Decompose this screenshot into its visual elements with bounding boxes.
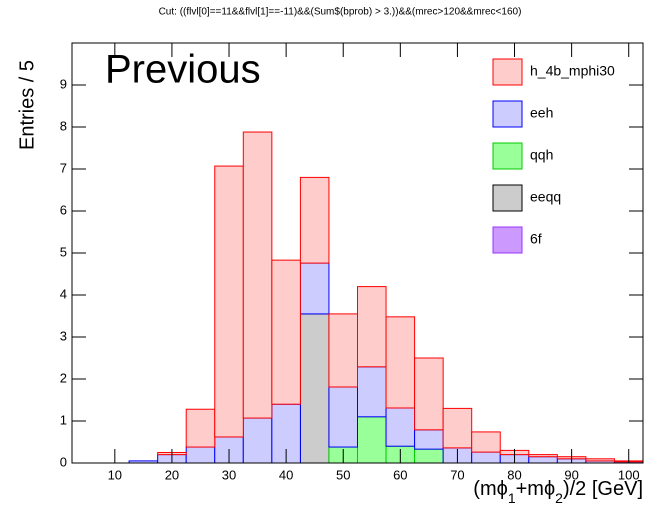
x-tick-label: 60 (393, 467, 407, 482)
x-tick-label: 80 (507, 467, 521, 482)
legend-label: qqh (530, 147, 553, 163)
bar (385, 316, 416, 409)
bar (328, 313, 359, 388)
bar (299, 313, 330, 464)
y-tick-label: 5 (60, 244, 67, 259)
x-tick-label: 40 (279, 467, 293, 482)
bar (299, 176, 330, 264)
x-tick-label: 50 (336, 467, 350, 482)
x-label-part: (mϕ (473, 478, 508, 500)
y-tick-label: 4 (60, 286, 67, 301)
bar (185, 408, 216, 448)
x-axis-label: (mϕ1+mϕ2)/2 [GeV] (473, 478, 643, 505)
bar (328, 386, 359, 448)
legend-swatch (492, 142, 523, 170)
y-tick-label: 0 (60, 454, 67, 469)
bar (442, 407, 473, 449)
x-label-sub: 1 (508, 490, 516, 506)
legend-swatch (492, 226, 523, 254)
annotation: Previous (105, 48, 261, 92)
y-tick-label: 6 (60, 202, 67, 217)
bar (471, 451, 501, 464)
x-tick-label: 70 (450, 467, 464, 482)
legend-swatch (492, 184, 523, 212)
bar (214, 165, 244, 438)
bar (357, 366, 387, 418)
bar (385, 407, 416, 447)
x-tick-label: 20 (165, 467, 179, 482)
y-axis-label: Entries / 5 (16, 60, 38, 150)
x-tick-label: 100 (618, 467, 640, 482)
legend-label: 6f (530, 231, 542, 247)
y-tick-label: 7 (60, 160, 67, 175)
bar (471, 431, 501, 453)
x-label-part: )/2 [GeV] (563, 478, 643, 500)
y-tick-label: 8 (60, 118, 67, 133)
bar (585, 458, 615, 462)
bar (357, 416, 387, 464)
bar (242, 417, 273, 464)
x-label-part: +mϕ (516, 478, 556, 500)
legend-label: eeqq (530, 189, 561, 205)
x-tick-label: 30 (222, 467, 236, 482)
bar (414, 429, 444, 450)
bar (414, 448, 444, 464)
x-label-sub: 2 (555, 490, 563, 506)
bar (414, 357, 444, 431)
bar (528, 456, 558, 464)
legend-swatch (492, 100, 523, 128)
bar (242, 131, 273, 419)
bar (299, 262, 330, 315)
y-tick-label: 2 (60, 370, 67, 385)
y-tick-label: 9 (60, 76, 67, 91)
y-tick-label: 3 (60, 328, 67, 343)
y-tick-label: 1 (60, 412, 67, 427)
x-tick-label: 90 (564, 467, 578, 482)
bar (185, 446, 216, 464)
legend-label: eeh (530, 105, 553, 121)
bar (271, 259, 301, 405)
x-tick-label: 10 (108, 467, 122, 482)
legend-label: h_4b_mphi30 (530, 63, 615, 79)
chart-title: Cut: ((flvl[0]==11&&flvl[1]==-11)&&(Sum$… (159, 7, 522, 18)
bar (357, 286, 387, 368)
bar (528, 454, 558, 458)
legend-swatch (492, 58, 523, 86)
